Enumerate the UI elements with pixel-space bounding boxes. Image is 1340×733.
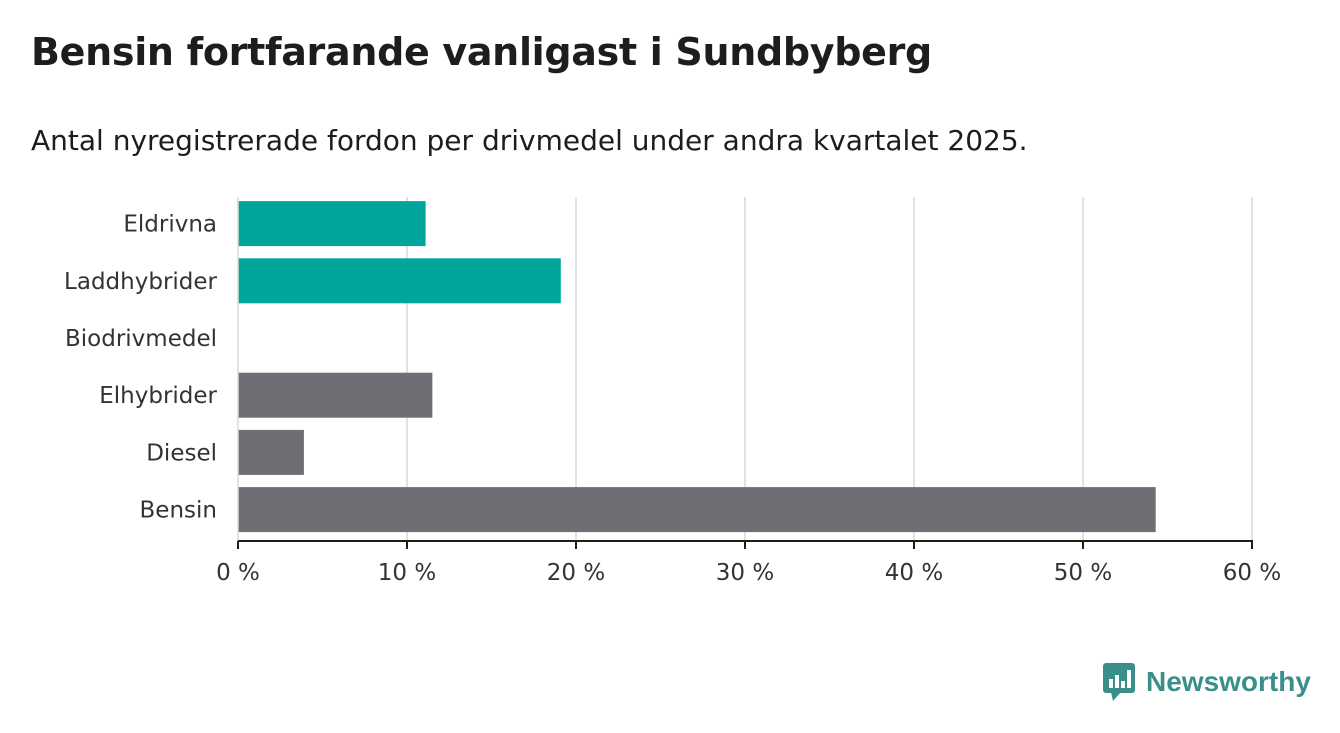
bar-diesel — [238, 429, 304, 475]
x-tick-label: 30 % — [716, 560, 774, 586]
brand: Newsworthy — [1102, 662, 1311, 702]
bar-laddhybrider — [238, 258, 561, 304]
brand-name: Newsworthy — [1146, 666, 1311, 697]
category-label: Eldrivna — [123, 212, 217, 238]
category-label: Laddhybrider — [64, 269, 217, 295]
bar-bensin — [238, 487, 1156, 533]
x-tick-label: 40 % — [885, 560, 943, 586]
chart-subtitle: Antal nyregistrerade fordon per drivmede… — [31, 124, 1028, 157]
category-label: Biodrivmedel — [65, 326, 217, 352]
category-label: Diesel — [146, 440, 217, 466]
x-tick-label: 20 % — [547, 560, 605, 586]
chart-title: Bensin fortfarande vanligast i Sundbyber… — [31, 30, 932, 74]
x-tick-label: 0 % — [216, 560, 260, 586]
newsworthy-logo-icon — [1103, 663, 1135, 701]
x-tick-label: 10 % — [378, 560, 436, 586]
bar-elhybrider — [238, 372, 433, 418]
x-tick-label: 60 % — [1223, 560, 1281, 586]
bar-eldrivna — [238, 201, 426, 247]
category-label: Bensin — [140, 498, 217, 524]
category-label: Elhybrider — [99, 383, 217, 409]
x-tick-label: 50 % — [1054, 560, 1112, 586]
